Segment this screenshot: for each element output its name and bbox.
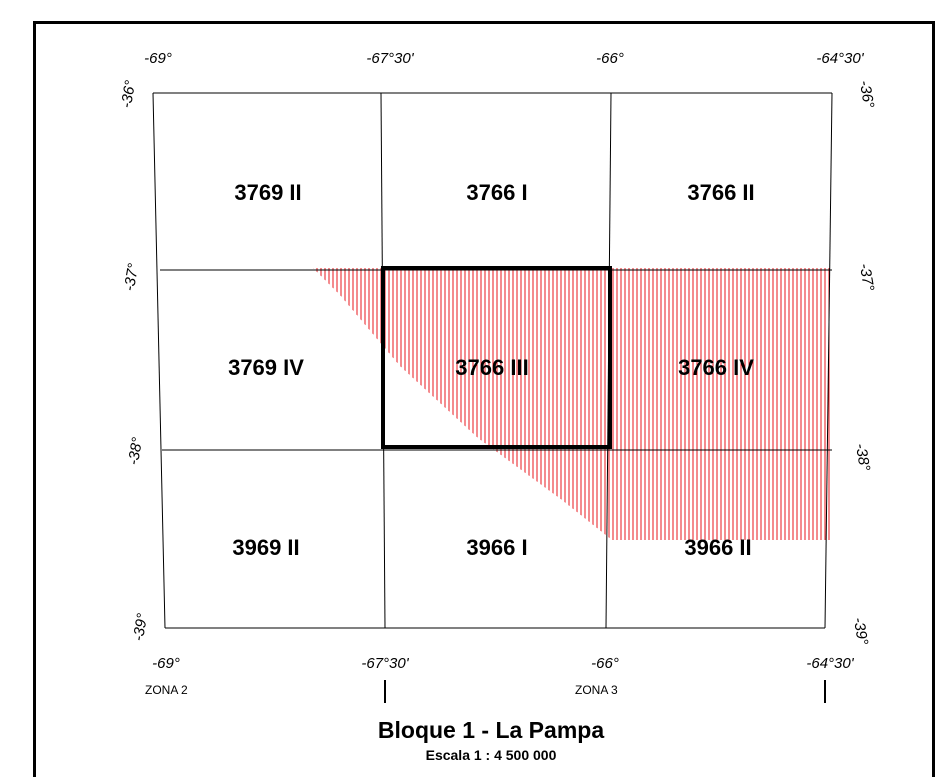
zone-markers: ZONA 2 ZONA 3: [145, 680, 826, 703]
map-scale: Escala 1 : 4 500 000: [426, 747, 557, 763]
coord-label: -39°: [850, 616, 872, 646]
coord-label: -36°: [856, 79, 878, 109]
sheet-label: 3769 II: [234, 180, 301, 205]
coord-label: -69°: [152, 655, 180, 672]
coord-label: -36°: [118, 79, 140, 109]
sheet-label-highlighted: 3766 III: [455, 355, 528, 380]
coord-label: -64°30': [806, 655, 854, 672]
sheet-label: 3766 I: [466, 180, 527, 205]
coord-label: -69°: [144, 50, 172, 67]
sheet-label: 3966 II: [684, 535, 751, 560]
coord-label: -37°: [121, 262, 143, 292]
highlighted-sheet-border: [381, 266, 612, 449]
coord-label: -38°: [852, 442, 874, 472]
zone-label: ZONA 3: [575, 683, 618, 697]
sheet-label: 3766 IV: [678, 355, 754, 380]
sheet-label: 3766 II: [687, 180, 754, 205]
left-latitude-labels: -36° -37° -38° -39°: [118, 79, 152, 642]
zone-label: ZONA 2: [145, 683, 188, 697]
sheet-label: 3769 IV: [228, 355, 304, 380]
coord-label: -67°30': [366, 50, 414, 67]
sheet-labels: 3769 II 3766 I 3766 II 3769 IV 3766 III …: [228, 180, 755, 560]
map-frame: [33, 21, 935, 777]
sheet-label: 3966 I: [466, 535, 527, 560]
grid-line-69: [152, 92, 166, 629]
right-latitude-labels: -36° -37° -38° -39°: [850, 79, 878, 646]
coord-label: -38°: [125, 436, 147, 466]
coord-label: -39°: [130, 612, 152, 642]
coord-label: -64°30': [816, 50, 864, 67]
bottom-longitude-labels: -69° -67°30' -66° -64°30': [152, 655, 855, 672]
hatched-area: [313, 268, 830, 540]
top-longitude-labels: -69° -67°30' -66° -64°30': [144, 50, 865, 67]
sheet-label: 3969 II: [232, 535, 299, 560]
coord-label: -37°: [856, 262, 878, 292]
coord-label: -67°30': [361, 655, 409, 672]
coord-label: -66°: [596, 50, 624, 67]
grid-line-64-30: [824, 92, 833, 629]
map-title: Bloque 1 - La Pampa: [378, 717, 604, 743]
coord-label: -66°: [591, 655, 619, 672]
